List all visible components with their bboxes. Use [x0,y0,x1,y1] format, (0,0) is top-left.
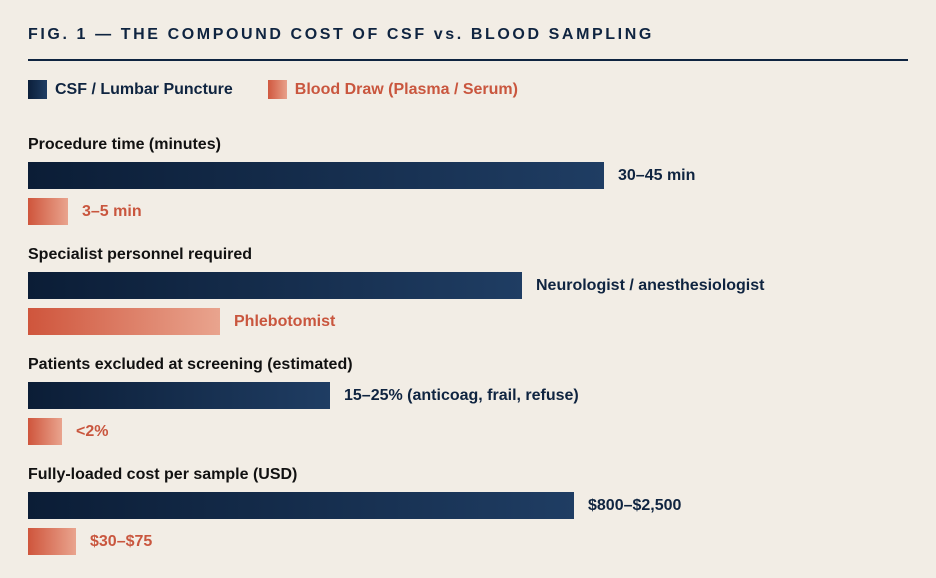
bar-blood-patients-excluded-at-screening-estimated [28,418,62,445]
category-label-patients-excluded-at-screening-estimated: Patients excluded at screening (estimate… [28,356,353,373]
data-label-csf-fully-loaded-cost-per-sample-usd: $800–$2,500 [588,497,682,514]
bar-blood-procedure-time-minutes [28,198,68,225]
data-label-blood-patients-excluded-at-screening-estimated: <2% [76,423,109,440]
data-label-csf-procedure-time-minutes: 30–45 min [618,167,696,184]
data-label-blood-specialist-personnel-required: Phlebotomist [234,313,336,330]
legend-swatch-csf [28,80,47,99]
category-label-procedure-time-minutes: Procedure time (minutes) [28,136,221,153]
category-label-specialist-personnel-required: Specialist personnel required [28,246,253,263]
legend-label-csf: CSF / Lumbar Puncture [55,80,233,98]
legend-label-blood: Blood Draw (Plasma / Serum) [294,80,518,98]
chart-legend: CSF / Lumbar Puncture Blood Draw (Plasma… [28,80,553,99]
data-label-blood-fully-loaded-cost-per-sample-usd: $30–$75 [90,533,153,550]
title-divider [28,59,908,61]
bar-csf-procedure-time-minutes [28,162,604,189]
bar-blood-fully-loaded-cost-per-sample-usd [28,528,76,555]
legend-swatch-blood [267,80,287,99]
bar-csf-fully-loaded-cost-per-sample-usd [28,492,574,519]
legend-item-blood: Blood Draw (Plasma / Serum) [267,80,518,99]
legend-item-csf: CSF / Lumbar Puncture [28,80,233,99]
bar-csf-patients-excluded-at-screening-estimated [28,382,330,409]
data-label-blood-procedure-time-minutes: 3–5 min [82,203,142,220]
bar-blood-specialist-personnel-required [28,308,220,335]
data-label-csf-patients-excluded-at-screening-estimated: 15–25% (anticoag, frail, refuse) [344,387,579,404]
data-label-csf-specialist-personnel-required: Neurologist / anesthesiologist [536,277,765,294]
figure-title: FIG. 1 — THE COMPOUND COST OF CSF vs. BL… [28,26,654,43]
bar-csf-specialist-personnel-required [28,272,522,299]
category-label-fully-loaded-cost-per-sample-usd: Fully-loaded cost per sample (USD) [28,466,298,483]
